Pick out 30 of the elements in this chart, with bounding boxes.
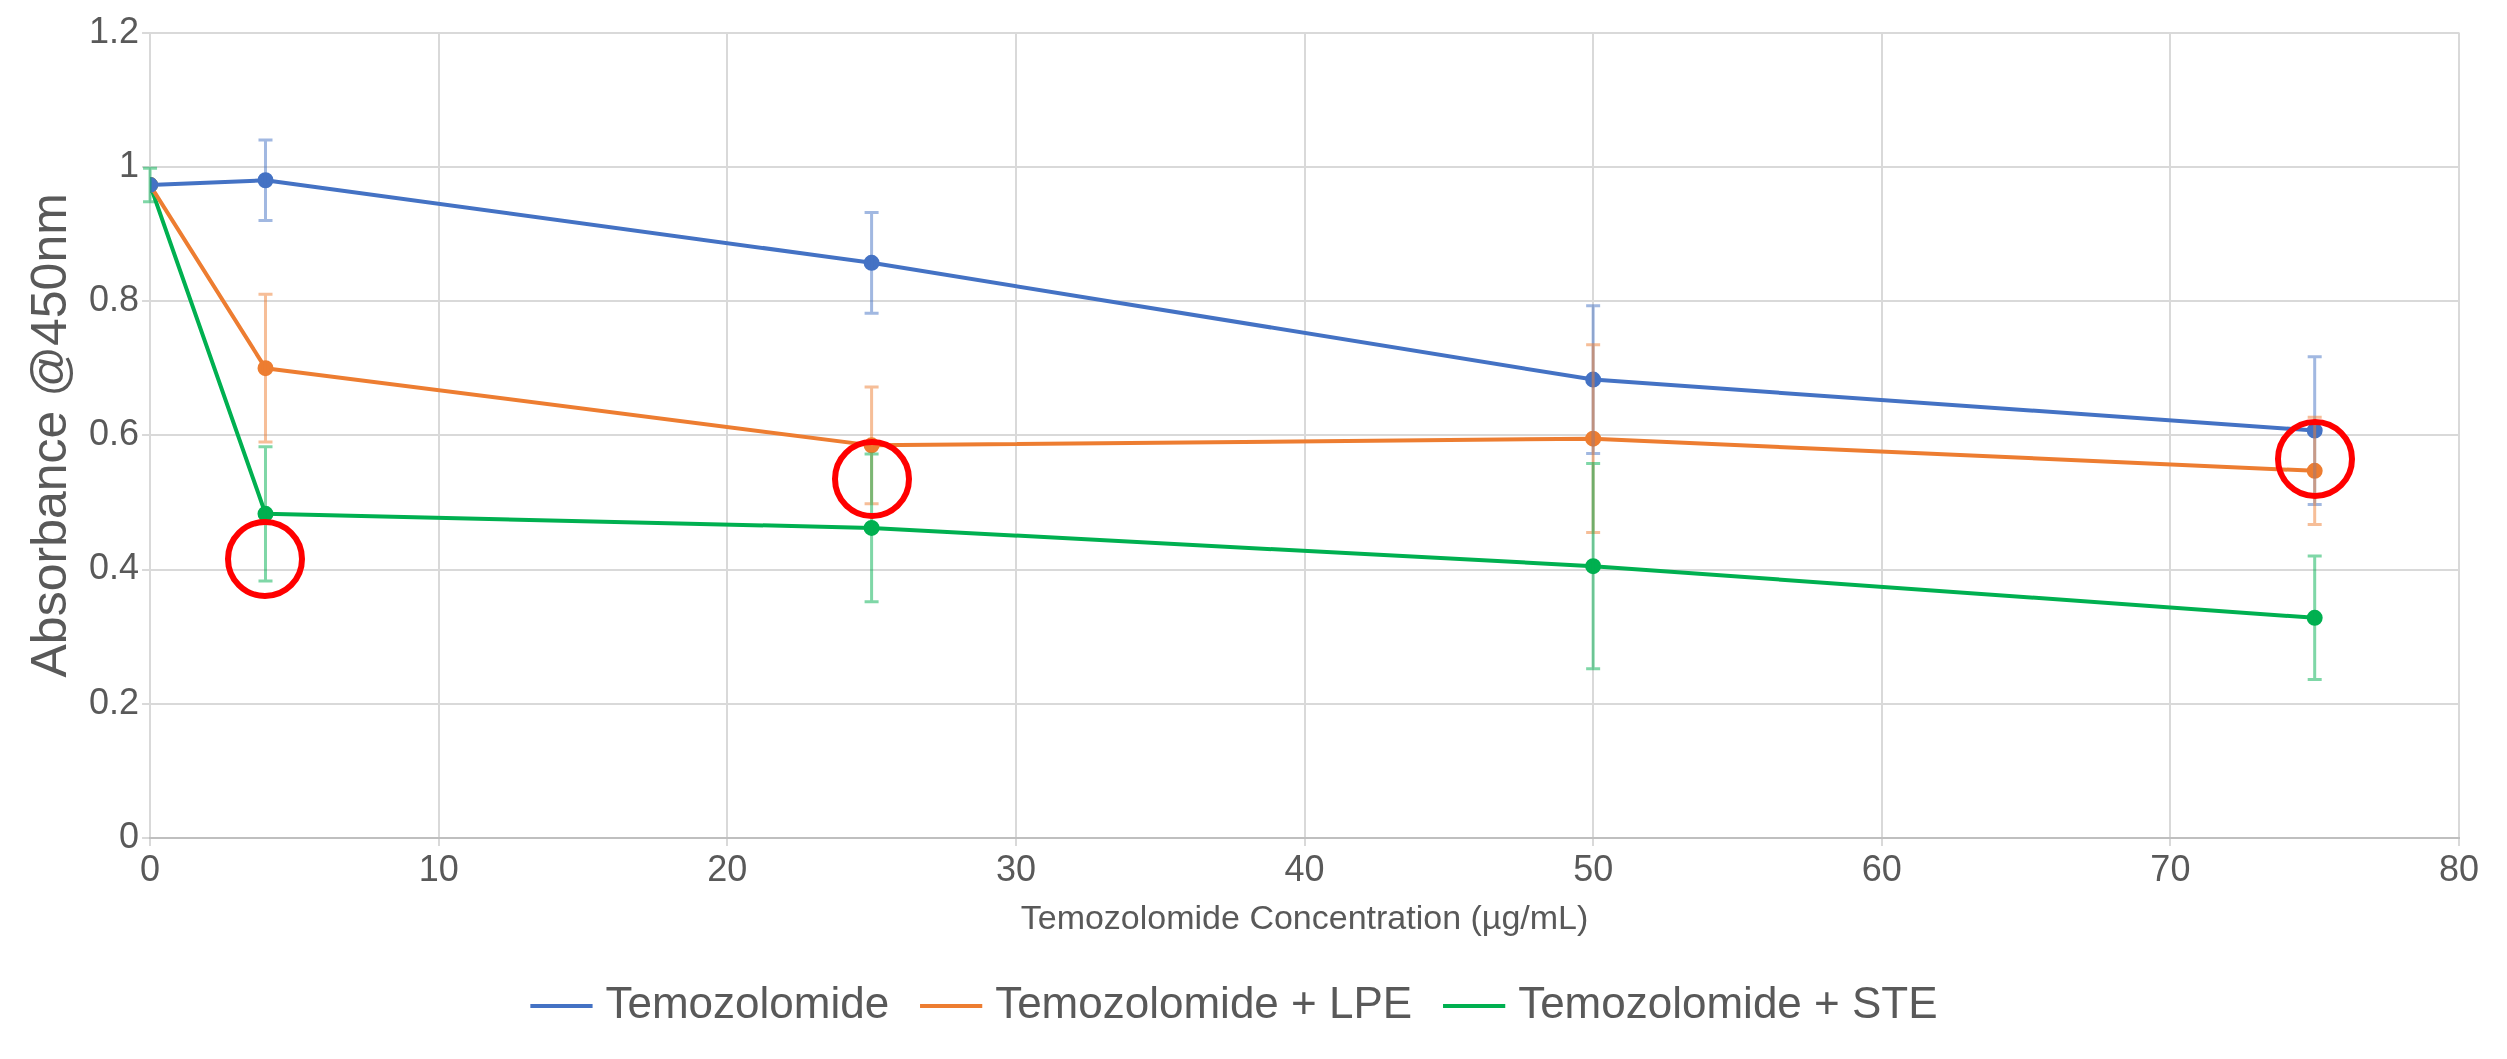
y-tick-label: 0.2 [89,680,140,722]
legend-label: Temozolomide + STE [1518,978,1938,1028]
legend-label: Temozolomide [605,978,890,1028]
y-axis-title: Absorbance @450nm [20,193,77,678]
x-tick-label: 10 [418,847,459,889]
x-tick-label: 50 [1573,847,1614,889]
x-axis-title: Temozolomide Concentration (µg/mL) [1020,897,1589,936]
x-tick-label: 80 [2438,847,2480,889]
point [257,360,274,377]
point [1585,558,1602,575]
point [1585,371,1602,388]
x-tick-label: 60 [1861,847,1902,889]
y-tick-label: 1 [119,143,140,185]
point [863,519,880,536]
y-tick-label: 0.8 [89,277,140,319]
y-tick-label: 1.2 [89,9,140,51]
x-tick-label: 70 [2150,847,2191,889]
x-tick-label: 20 [707,847,748,889]
y-tick-label: 0.4 [89,546,140,588]
point [2306,462,2323,479]
y-tick-label: 0.6 [89,412,140,454]
point [257,172,274,189]
x-tick-label: 30 [995,847,1036,889]
point [257,505,274,522]
y-tick-label: 0 [119,814,140,856]
point [1585,430,1602,447]
point [2306,609,2323,626]
legend-label: Temozolomide + LPE [995,978,1413,1028]
x-tick-label: 40 [1284,847,1325,889]
point [863,254,880,271]
